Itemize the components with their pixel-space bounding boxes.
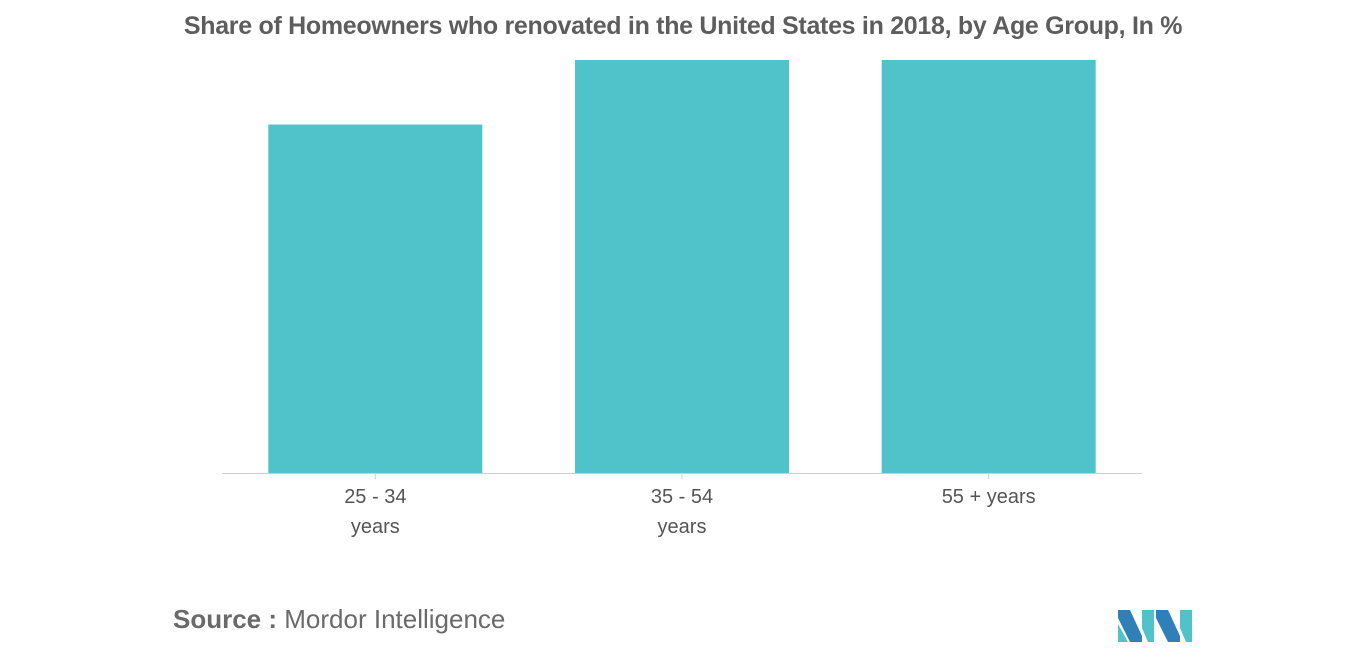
bar [881, 60, 1096, 473]
bar [268, 124, 483, 473]
bar-chart: 25 - 34 years 35 - 54 years 55 + years [222, 60, 1142, 538]
source-label: Source : [173, 604, 278, 634]
chart-title: Share of Homeowners who renovated in the… [183, 12, 1183, 40]
mordor-intelligence-logo-icon [1118, 610, 1192, 642]
bar [575, 60, 789, 473]
x-tick-label: 55 + years [942, 486, 1036, 508]
x-tick-label: 35 - 54 years [651, 486, 713, 538]
source-value: Mordor Intelligence [284, 604, 506, 634]
x-tick-label: 25 - 34 years [344, 486, 406, 538]
source-note: Source : Mordor Intelligence [173, 604, 505, 635]
